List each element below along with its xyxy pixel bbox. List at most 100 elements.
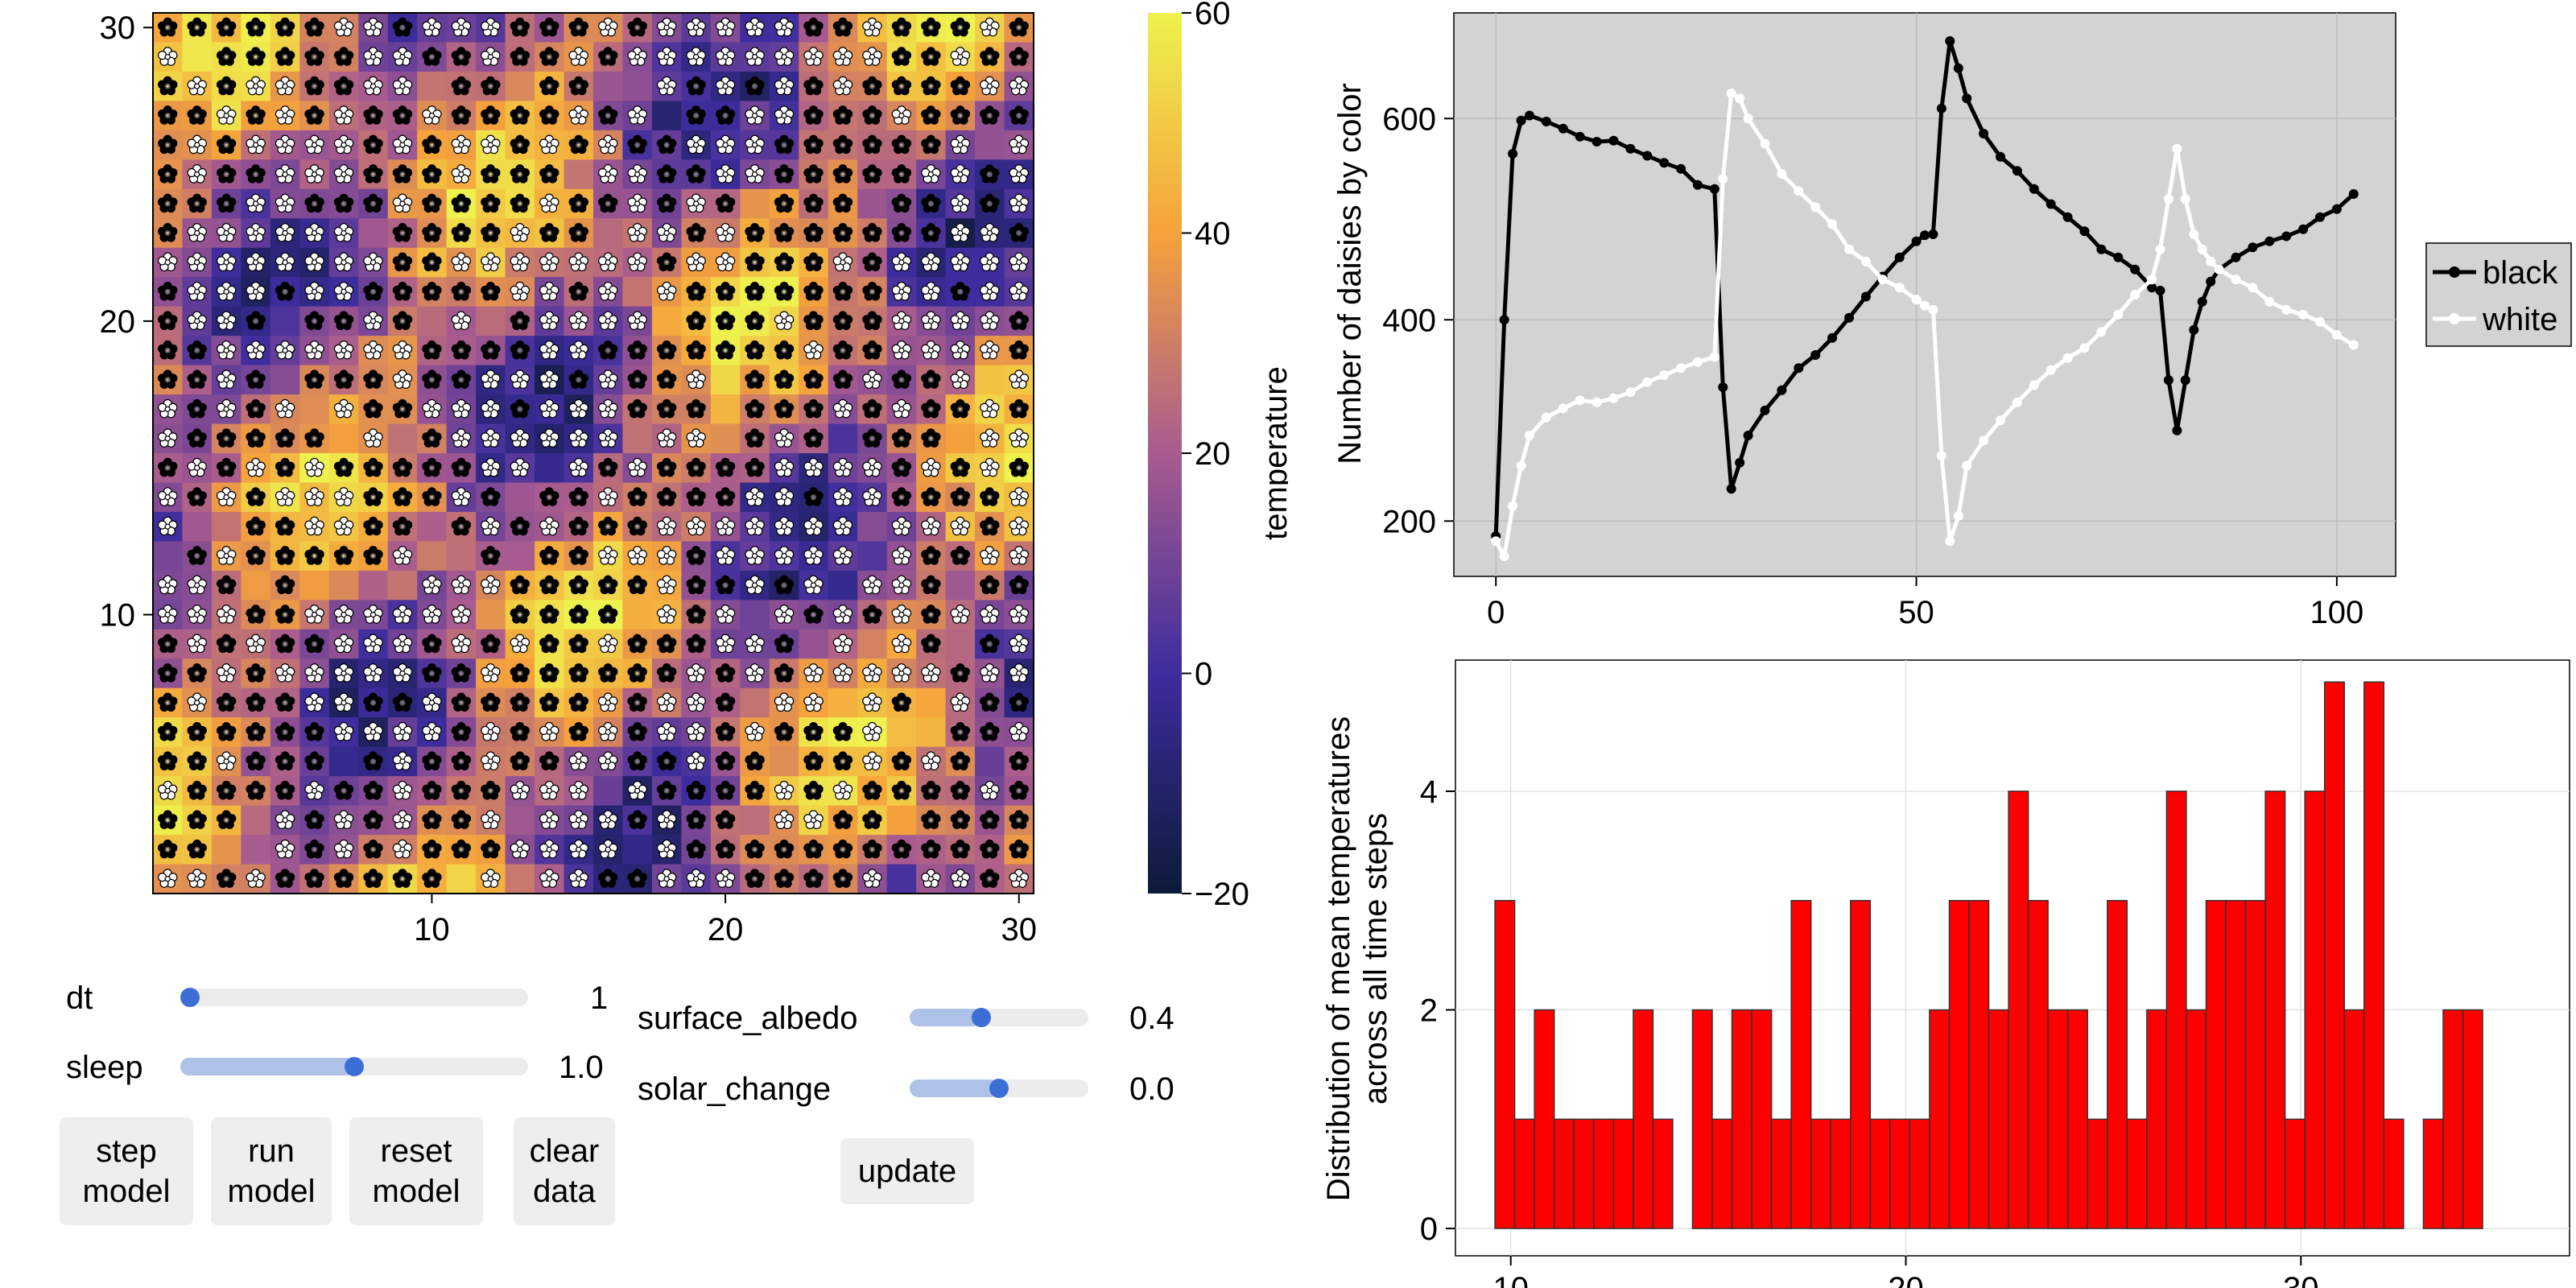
sleep-slider[interactable] — [180, 1057, 528, 1076]
update-button[interactable]: update — [840, 1138, 974, 1204]
temperature-histogram: 10 20 30 0 2 4 Distribution of mean temperat… — [1321, 659, 2570, 1288]
data-point-white — [2130, 290, 2140, 299]
data-point-black — [2130, 264, 2140, 275]
data-point-white — [2281, 304, 2292, 315]
data-point-black — [2012, 166, 2022, 176]
data-point-white — [2096, 327, 2107, 337]
data-point-black — [1844, 312, 1854, 323]
data-point-black — [1625, 143, 1636, 154]
colorbar-tick-label: 20 — [1195, 436, 1231, 472]
heatmap-cell — [505, 541, 535, 572]
data-point-white — [2172, 143, 2182, 154]
histogram-bar — [1909, 1118, 1930, 1229]
heatmap-x-tick-label: 10 — [414, 912, 450, 947]
data-point-black — [2315, 212, 2325, 222]
data-point-black — [2079, 226, 2090, 237]
data-point-black — [2147, 283, 2157, 293]
histogram-bar — [2126, 1118, 2148, 1229]
data-point-black — [2248, 242, 2258, 253]
heatmap-cell — [328, 423, 359, 454]
heatmap-cell — [505, 71, 535, 101]
heatmap-cell — [417, 71, 448, 101]
solar-change-value: 0.0 — [1129, 1071, 1174, 1107]
line-chart-legend[interactable]: black white — [2425, 242, 2572, 347]
data-point-white — [2298, 310, 2309, 320]
line-chart-y-ticks: 200 400 600 — [1382, 101, 1454, 539]
heatmap-cell — [916, 717, 947, 748]
data-point-white — [1760, 138, 1770, 149]
heatmap-cell — [387, 423, 418, 454]
histogram-bar — [2284, 1118, 2306, 1229]
heatmap-cell — [505, 805, 535, 836]
data-point-black — [1709, 184, 1719, 194]
heatmap-cell — [975, 130, 1005, 160]
heatmap-cell — [593, 776, 624, 807]
dt-slider[interactable] — [180, 988, 528, 1007]
histogram-bar — [1810, 1118, 1831, 1229]
histogram-x-tick-label: 10 — [1492, 1271, 1529, 1288]
data-point-white — [2180, 194, 2190, 204]
heatmap-cell — [622, 277, 653, 308]
histogram-bar — [2422, 1118, 2444, 1229]
solar-change-slider-handle[interactable] — [989, 1079, 1009, 1098]
data-point-black — [2197, 296, 2207, 307]
legend-black-label: black — [2483, 255, 2558, 291]
colorbar-tick-label: 40 — [1195, 217, 1231, 252]
histogram-bar — [1948, 899, 1970, 1229]
data-point-black — [2163, 375, 2174, 386]
heatmap-cell — [857, 511, 888, 542]
heatmap-cell — [328, 570, 359, 601]
heatmap-cell — [593, 71, 624, 101]
heatmap-cell — [299, 394, 330, 425]
data-point-black — [2206, 276, 2216, 287]
data-point-black — [1760, 405, 1770, 415]
data-point-white — [2046, 365, 2056, 375]
colorbar-tick-label: −20 — [1195, 877, 1249, 912]
histogram-bar — [1573, 1118, 1595, 1229]
histogram-bar — [1633, 1009, 1654, 1229]
run-model-button[interactable]: run model — [211, 1117, 332, 1225]
heatmap-cell — [622, 600, 653, 630]
data-point-black — [1936, 103, 1946, 114]
histogram-bar — [1731, 1009, 1752, 1229]
clear-data-button[interactable]: clear data — [514, 1117, 615, 1225]
surface-albedo-value: 0.4 — [1129, 1001, 1174, 1036]
heatmap-cell — [593, 218, 624, 249]
solar-change-slider[interactable] — [910, 1079, 1088, 1098]
line-chart-x-tick-label: 100 — [2310, 595, 2364, 628]
data-point-white — [1491, 536, 1501, 547]
data-point-black — [1541, 117, 1551, 126]
data-point-white — [1945, 536, 1955, 547]
histogram-bar — [1711, 1118, 1733, 1229]
histogram-x-ticks: 10 20 30 — [1492, 1256, 2319, 1288]
histogram-bars — [1494, 681, 2483, 1229]
solar-change-label: solar_change — [638, 1071, 832, 1107]
data-point-white — [1608, 393, 1619, 403]
data-point-white — [1860, 256, 1871, 266]
data-point-black — [1575, 131, 1585, 142]
dt-slider-handle[interactable] — [180, 988, 200, 1007]
step-model-button[interactable]: step model — [60, 1117, 193, 1225]
data-point-black — [2281, 231, 2292, 242]
heatmap-cell — [476, 306, 506, 336]
histogram-bar — [1593, 1118, 1615, 1229]
heatmap-y-tick-label: 30 — [100, 10, 136, 46]
data-point-white — [1676, 363, 1686, 374]
data-point-white — [1827, 219, 1838, 229]
heatmap-cell — [828, 423, 858, 454]
histogram-y-label-line1: Distribution of mean temperatures — [1321, 716, 1356, 1202]
histogram-bar — [2008, 791, 2029, 1229]
data-point-white — [2062, 353, 2073, 363]
data-point-black — [1516, 115, 1526, 126]
surface-albedo-slider[interactable] — [910, 1008, 1088, 1027]
line-chart-plot-area — [1453, 12, 2396, 577]
data-point-white — [2248, 283, 2258, 293]
histogram-y-tick-label: 4 — [1420, 774, 1438, 810]
data-point-white — [2113, 310, 2124, 320]
surface-albedo-slider-handle[interactable] — [971, 1008, 991, 1027]
data-point-black — [2096, 244, 2107, 254]
reset-model-button[interactable]: reset model — [349, 1117, 483, 1225]
colorbar — [1148, 13, 1182, 894]
histogram-bar — [2264, 791, 2286, 1229]
sleep-slider-handle[interactable] — [345, 1057, 364, 1076]
